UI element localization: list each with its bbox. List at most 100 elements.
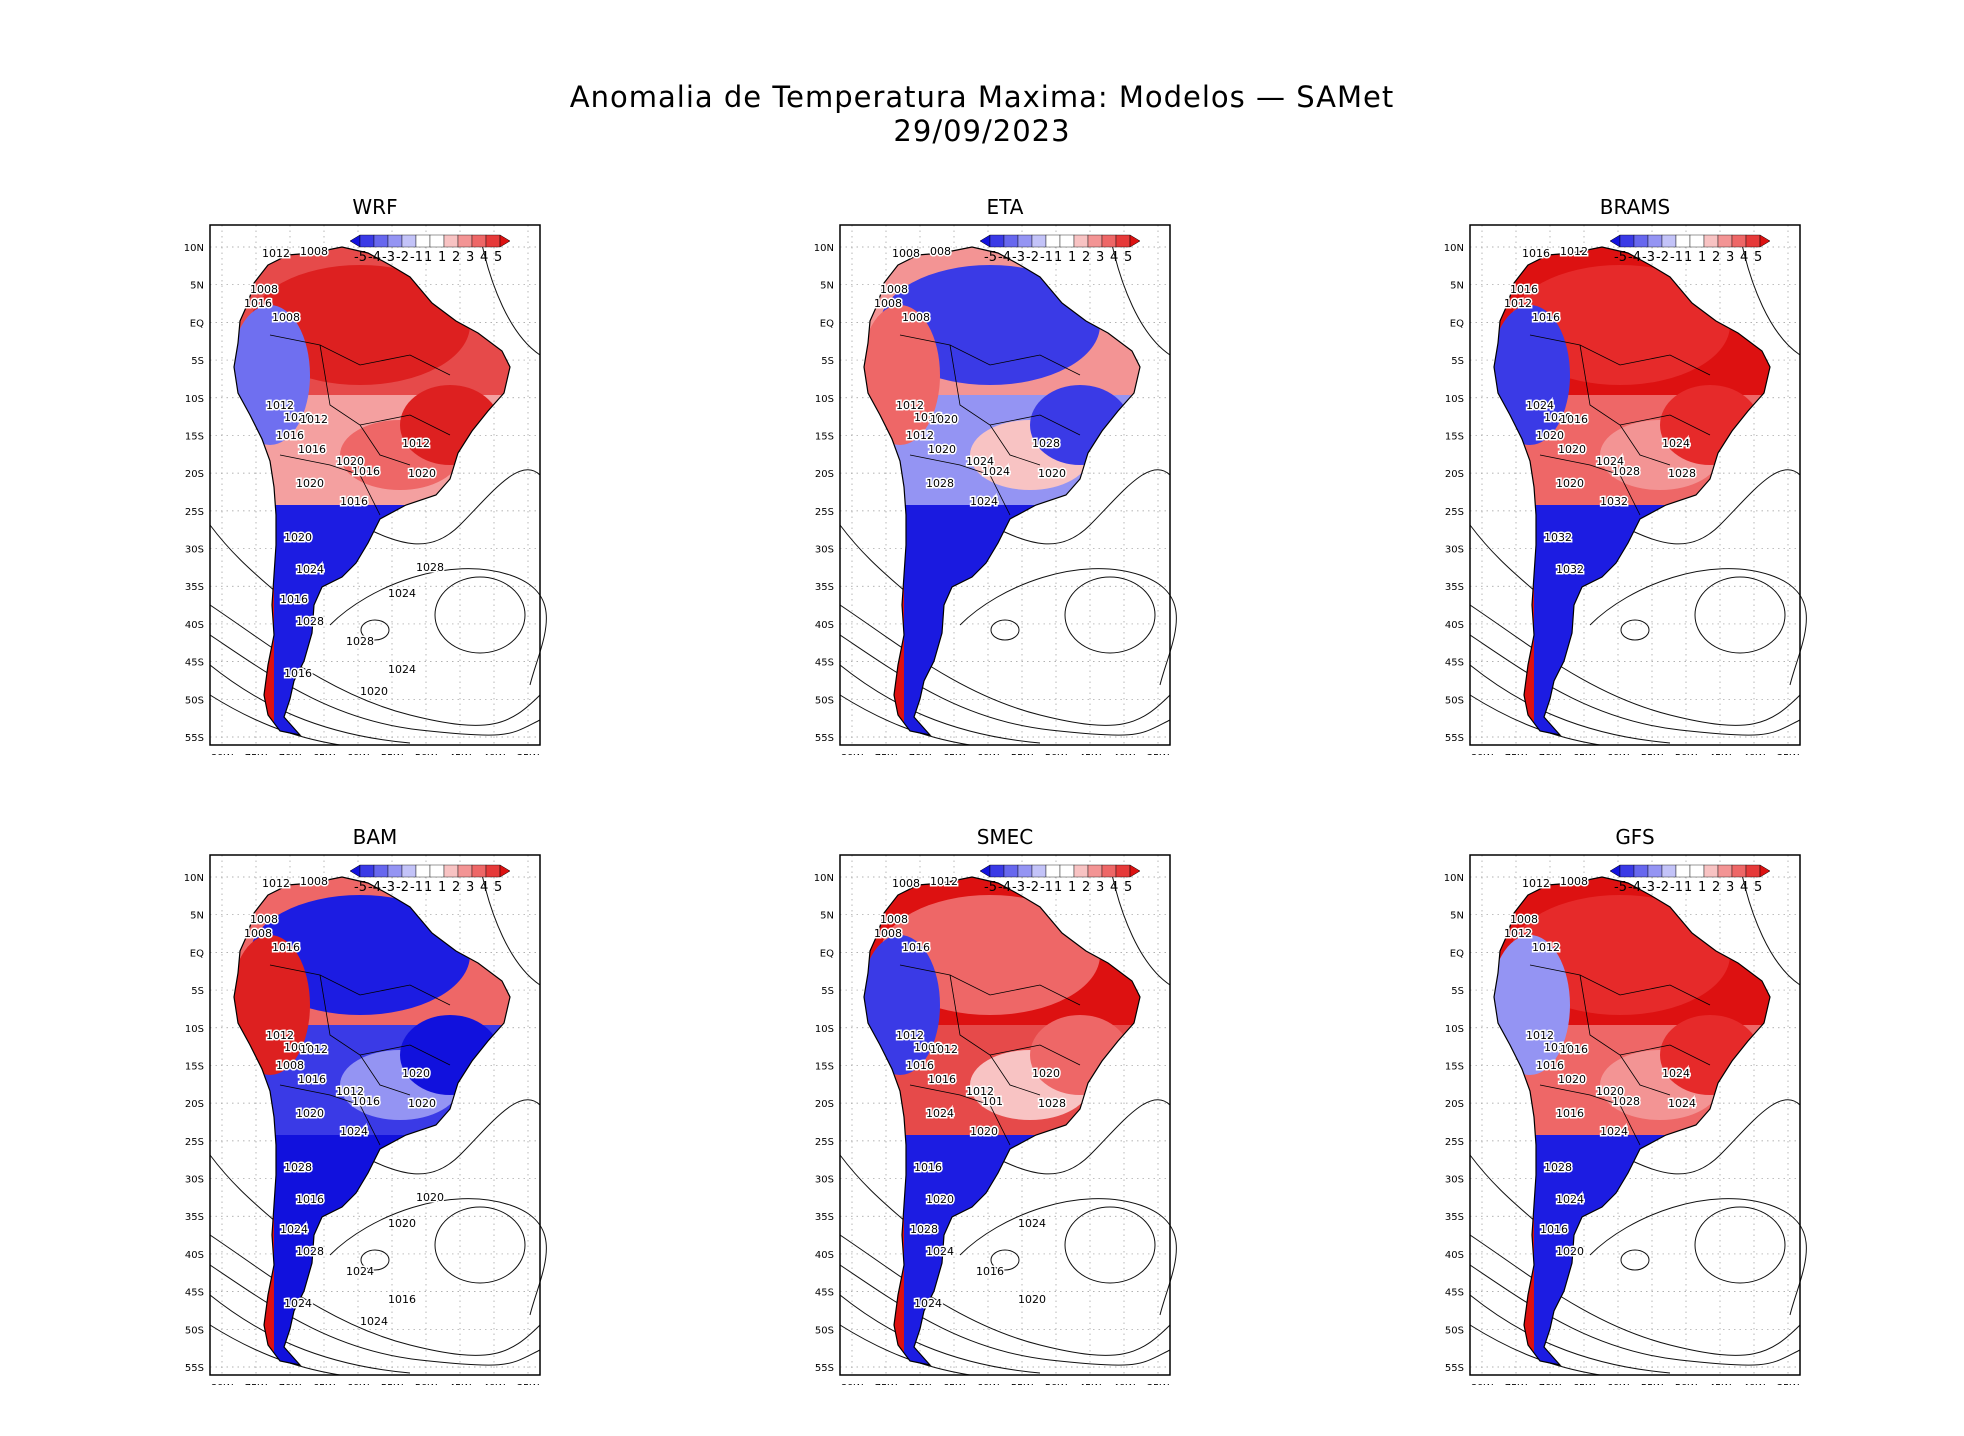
lon-tick-label: 80W [1471,753,1494,755]
contour-label: 1024 [1596,455,1624,468]
colorbar-swatch [1633,864,1649,878]
contour-label: 1012 [266,1029,294,1042]
lon-tick-label: 50W [1045,753,1068,755]
contour-label: 1020 [1596,1085,1624,1098]
lat-tick-label: 5S [821,986,834,997]
contour-label: 1012 [906,429,934,442]
colorbar-label: 4 [1110,250,1118,265]
colorbar-swatch [1017,234,1033,248]
colorbar-swatch [1101,864,1117,878]
lon-tick-label: 75W [245,753,268,755]
colorbar-label: 4 [1740,880,1748,895]
contour-label: 1012 [1522,877,1550,890]
colorbar-swatch [1045,864,1061,878]
contour-label: 1012 [930,1043,958,1056]
lon-tick-label: 40W [1113,1383,1136,1385]
colorbar-swatch [1661,234,1677,248]
lon-tick-label: 50W [415,753,438,755]
lon-tick-label: 55W [381,753,404,755]
lon-tick-label: 55W [381,1383,404,1385]
lat-tick-label: 5S [191,986,204,997]
contour-label: 1008 [300,245,328,258]
colorbar: -5 -4 -3 -2 -1 1 1 2 3 4 5 [349,234,511,265]
colorbar-swatch [373,234,389,248]
lon-tick-label: 65W [943,1383,966,1385]
lat-tick-label: 50S [185,695,204,706]
colorbar-label: -2 [1656,250,1669,265]
colorbar-swatch [989,864,1005,878]
contour-label: 1024 [1662,1067,1690,1080]
colorbar-swatch [429,234,445,248]
colorbar-label: 3 [1726,250,1734,265]
colorbar-label: 1 [1054,250,1062,265]
lat-tick-label: 35S [185,1212,204,1223]
lon-tick-label: 55W [1641,753,1664,755]
colorbar-label: 5 [1754,880,1762,895]
contour-label: 1020 [1018,1293,1046,1306]
contour-label: 1020 [1544,411,1572,424]
colorbar-label: -4 [368,880,381,895]
colorbar-label: -2 [1026,880,1039,895]
lon-tick-label: 65W [313,1383,336,1385]
colorbar-label: 5 [1124,250,1132,265]
contour-label: 1008 [276,1059,304,1072]
isobar-lines [209,234,547,746]
lat-tick-label: 5N [820,911,834,922]
map-svg: 1012 100810081016100810121020101610121016… [184,224,547,755]
continent-outline [1493,246,1771,736]
contour-label: 1020 [388,1217,416,1230]
lon-tick-label: 55W [1011,1383,1034,1385]
lon-tick-label: 65W [943,753,966,755]
lat-tick-label: 20S [1445,469,1464,480]
figure-date: 29/09/2023 [893,114,1071,148]
contour-label: 1020 [1536,429,1564,442]
colorbar-label: 1 [438,250,446,265]
contour-label: 1008 [892,247,920,260]
colorbar-swatch [471,864,487,878]
lon-tick-label: 45W [1709,1383,1732,1385]
colorbar-swatch [1731,234,1747,248]
contour-label: 1024 [926,1245,954,1258]
colorbar-label: 1 [1698,250,1706,265]
contour-label: 1012 [930,875,958,888]
colorbar-swatch [373,864,389,878]
colorbar-swatch [1633,234,1649,248]
colorbar-label: 3 [1726,880,1734,895]
colorbar-label: 1 [1684,250,1692,265]
colorbar-label: 1 [424,250,432,265]
contour-label: 1020 [408,1097,436,1110]
map-frame [839,224,1171,746]
contour-label: 1012 [336,1085,364,1098]
lat-tick-label: 15S [185,1061,204,1072]
panel-eta: 1008 008 1008 1008 1008 1012 1016 1012 1020 1020 1… [790,195,1290,755]
colorbar-label: -4 [1628,250,1641,265]
contour-label: 1024 [914,1297,942,1310]
colorbar-swatch [359,864,375,878]
lon-tick-label: 50W [415,1383,438,1385]
lon-tick-label: 65W [1573,753,1596,755]
contour-label: 1020 [360,685,388,698]
contour-label: 1020 [928,443,956,456]
lat-tick-label: EQ [190,318,204,329]
colorbar-label: 1 [1068,880,1076,895]
colorbar-swatch [443,864,459,878]
panel-title: BAM [352,825,398,849]
contour-label: 1032 [1556,563,1584,576]
contour-label: 1032 [1600,495,1628,508]
lon-tick-label: 65W [1573,1383,1596,1385]
contour-label: 1020 [416,1191,444,1204]
colorbar-swatch [1745,864,1761,878]
contour-label: 1020 [970,1125,998,1138]
lat-tick-label: 30S [815,1175,834,1186]
contour-label: 1008 [880,913,908,926]
contour-label: 1016 [298,443,326,456]
colorbar-label: -1 [410,880,423,895]
colorbar-swatch [1115,864,1131,878]
colorbar-label: 1 [438,880,446,895]
colorbar-label: -3 [1012,880,1025,895]
colorbar-label: 1 [1068,250,1076,265]
colorbar-label: -2 [1656,880,1669,895]
colorbar-swatch [457,234,473,248]
colorbar-swatch [1703,864,1719,878]
map-frame-group: 1012 100810081012101210121016101610161020… [1469,854,1807,1376]
